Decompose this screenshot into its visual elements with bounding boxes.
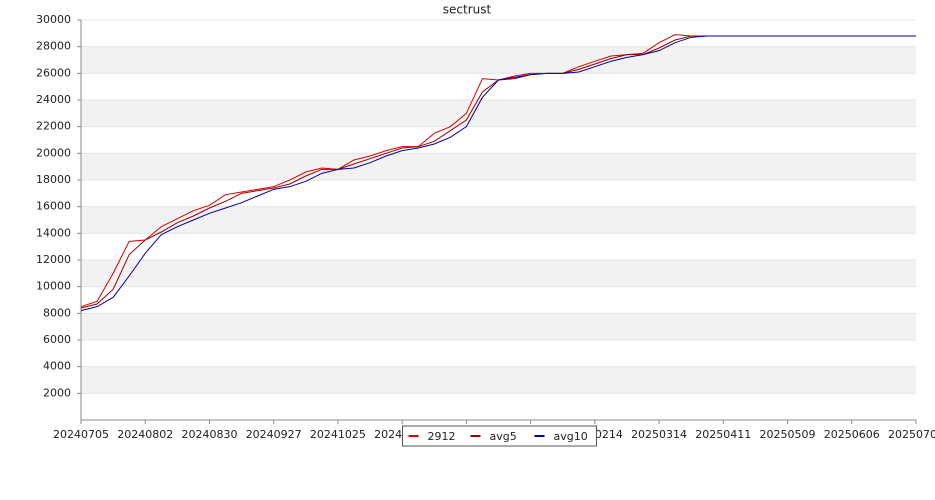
x-tick-label: 20240705 — [53, 428, 109, 441]
y-tick-label: 22000 — [36, 120, 71, 133]
grid-band — [81, 153, 916, 180]
legend-label: avg10 — [554, 430, 588, 443]
y-tick-label: 28000 — [36, 40, 71, 53]
legend: 2912 avg5 avg10 — [402, 425, 597, 447]
grid-band — [81, 260, 916, 287]
legend-label: avg5 — [490, 430, 517, 443]
legend-label: 2912 — [428, 430, 456, 443]
grid-band — [81, 100, 916, 127]
x-tick-label: 20250509 — [760, 428, 816, 441]
grid-band — [81, 46, 916, 74]
y-tick-label: 8000 — [43, 306, 71, 319]
y-tick-label: 4000 — [43, 360, 71, 373]
chart-title: sectrust — [443, 3, 492, 17]
x-tick-label: 20250606 — [824, 428, 880, 441]
x-tick-label: 20240802 — [117, 428, 173, 441]
x-tick-label: 20241025 — [310, 428, 366, 441]
y-tick-label: 30000 — [36, 13, 71, 26]
x-tick-label: 20250704 — [888, 428, 935, 441]
y-tick-label: 20000 — [36, 146, 71, 159]
grid-band — [81, 206, 916, 234]
x-tick-label: 20250411 — [695, 428, 751, 441]
x-tick-label: 20250314 — [631, 428, 687, 441]
x-tick-label: 20240927 — [246, 428, 302, 441]
y-tick-label: 6000 — [43, 333, 71, 346]
grid-band — [81, 366, 916, 394]
y-tick-label: 18000 — [36, 173, 71, 186]
x-tick-label: 20240830 — [181, 428, 237, 441]
y-tick-label: 14000 — [36, 226, 71, 239]
y-tick-label: 12000 — [36, 253, 71, 266]
grid-band — [81, 313, 916, 340]
y-tick-label: 16000 — [36, 200, 71, 213]
series-line — [80, 35, 916, 312]
y-tick-label: 24000 — [36, 93, 71, 106]
legend-box — [402, 425, 597, 447]
y-tick-label: 10000 — [36, 280, 71, 293]
y-tick-label: 26000 — [36, 66, 71, 79]
y-tick-label: 2000 — [43, 386, 71, 399]
